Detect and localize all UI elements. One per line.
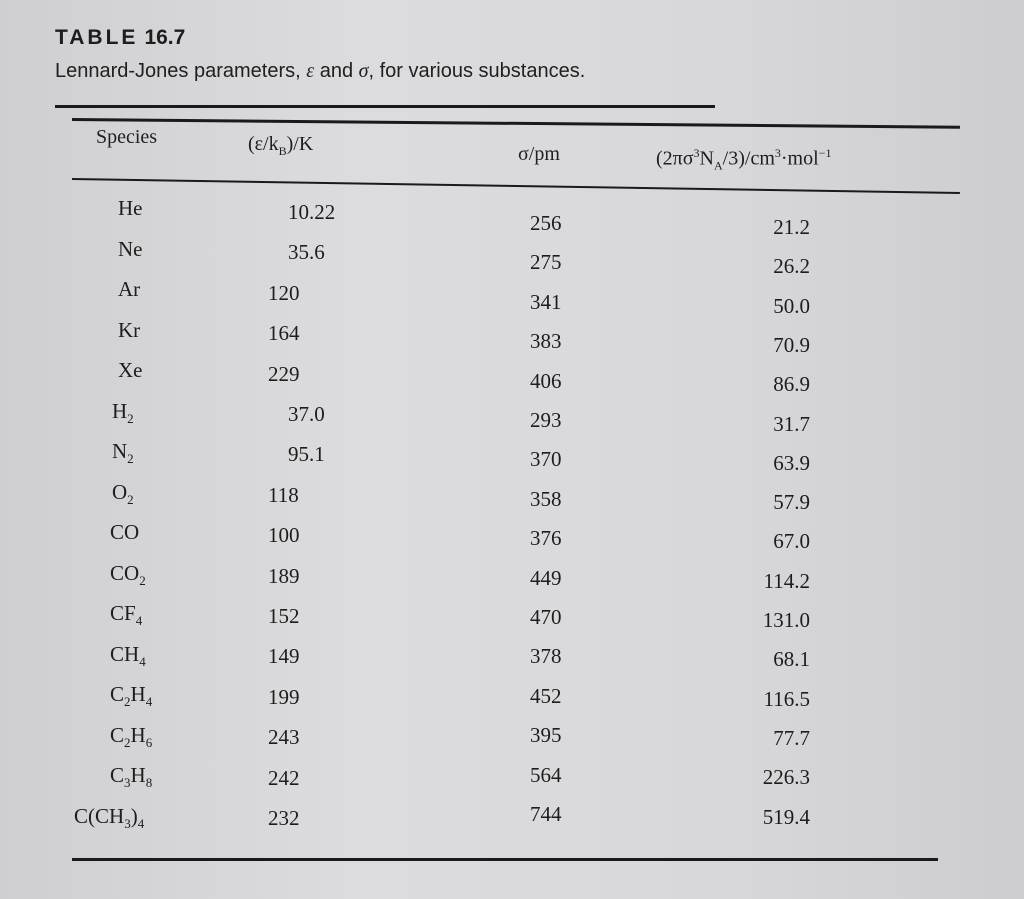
cell-sigma: 256	[530, 211, 562, 235]
cell-species: CF4	[110, 601, 143, 629]
cell-sigma: 376	[530, 526, 562, 551]
cell-sigma: 293	[530, 408, 562, 432]
cell-species: Kr	[118, 317, 141, 342]
cell-volume: 68.1	[773, 647, 810, 672]
table-number: 16.7	[144, 26, 186, 49]
header-epsilon: (ε/kB)/K	[248, 133, 314, 158]
cell-epsilon: 95.1	[288, 442, 325, 467]
caption-rule	[55, 105, 715, 108]
cell-volume: 226.3	[762, 765, 810, 790]
cell-species: C2H4	[110, 682, 153, 710]
cell-sigma: 341	[530, 289, 562, 314]
cell-sigma: 275	[530, 250, 562, 275]
cell-sigma: 378	[530, 644, 562, 669]
cell-volume: 116.5	[763, 686, 810, 711]
cell-epsilon: 35.6	[288, 240, 325, 265]
cell-volume: 63.9	[773, 450, 810, 475]
cell-volume: 86.9	[773, 372, 810, 397]
cell-volume: 31.7	[773, 411, 810, 436]
cell-species: C2H6	[110, 722, 153, 750]
cell-species: Ne	[118, 236, 143, 261]
cell-volume: 26.2	[773, 254, 810, 279]
cell-sigma: 370	[530, 447, 562, 472]
cell-epsilon: 120	[268, 280, 300, 305]
cell-species: CO2	[110, 560, 146, 588]
cell-epsilon: 189	[268, 563, 300, 588]
cell-species: H2	[112, 398, 134, 426]
cell-epsilon: 118	[268, 482, 299, 507]
cell-sigma: 470	[530, 605, 562, 629]
header-volume: (2πσ3NA/3)/cm3·mol−1	[656, 146, 832, 173]
cell-volume: 67.0	[773, 529, 810, 554]
cell-volume: 519.4	[762, 804, 810, 829]
cell-sigma: 744	[530, 802, 562, 826]
cell-epsilon: 242	[268, 765, 300, 790]
cell-epsilon: 199	[268, 684, 300, 709]
cell-volume: 57.9	[773, 490, 810, 515]
cell-epsilon: 164	[268, 321, 300, 346]
cell-species: N2	[112, 439, 134, 467]
table-caption: Lennard-Jones parameters, ε and σ, for v…	[55, 60, 586, 82]
cell-sigma: 383	[530, 329, 562, 354]
cell-volume: 114.2	[763, 568, 810, 593]
header-sigma: σ/pm	[518, 143, 560, 165]
cell-species: C(CH3)4	[74, 803, 145, 831]
cell-volume: 70.9	[773, 332, 810, 357]
cell-epsilon: 232	[268, 806, 300, 830]
header-bottom-rule	[71, 178, 960, 194]
cell-species: C3H8	[110, 763, 153, 791]
cell-sigma: 449	[530, 565, 562, 590]
cell-sigma: 358	[530, 486, 562, 511]
cell-epsilon: 152	[268, 604, 300, 628]
cell-species: CH4	[110, 641, 146, 669]
cell-species: CO	[110, 520, 140, 544]
cell-species: He	[118, 196, 143, 220]
cell-epsilon: 10.22	[288, 200, 336, 224]
cell-species: Ar	[118, 277, 141, 301]
header-top-rule	[71, 118, 960, 129]
cell-species: O2	[112, 479, 134, 507]
cell-sigma: 452	[530, 683, 562, 708]
cell-volume: 77.7	[773, 725, 810, 750]
cell-sigma: 406	[530, 368, 562, 393]
cell-epsilon: 243	[268, 725, 300, 750]
cell-epsilon: 149	[268, 644, 300, 669]
table-bottom-rule	[72, 858, 938, 861]
header-species: Species	[96, 126, 158, 148]
cell-epsilon: 229	[268, 361, 300, 386]
cell-epsilon: 37.0	[288, 402, 325, 426]
cell-volume: 131.0	[762, 608, 810, 632]
table-label-text: TABLE	[55, 26, 139, 49]
table-label: TABLE 16.7	[55, 26, 185, 50]
cell-volume: 50.0	[773, 293, 810, 318]
cell-sigma: 564	[530, 762, 562, 787]
cell-volume: 21.2	[773, 215, 810, 239]
cell-species: Xe	[118, 358, 143, 382]
cell-sigma: 395	[530, 723, 562, 748]
cell-epsilon: 100	[268, 523, 300, 548]
